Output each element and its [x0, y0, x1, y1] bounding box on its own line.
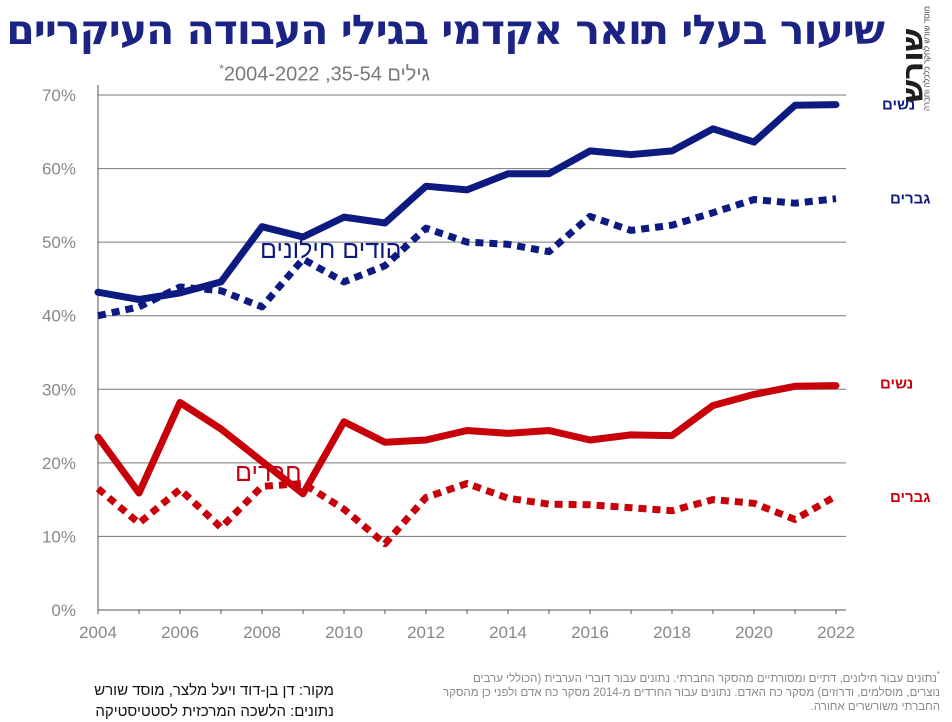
series-end-label-haredi-men: גברים — [890, 489, 930, 506]
group-label-haredi: חרדים — [235, 459, 302, 487]
series-end-label-secular-men: גברים — [890, 191, 930, 208]
y-tick-label: 60% — [42, 160, 76, 179]
y-tick-label: 50% — [42, 233, 76, 252]
series-line-secular-men — [97, 195, 837, 320]
y-tick-label: 10% — [42, 527, 76, 546]
y-tick-label: 0% — [51, 601, 76, 620]
series-line-secular-women — [94, 101, 840, 303]
x-tick-label: 2012 — [407, 623, 445, 642]
series-end-label-secular-women: נשים — [882, 97, 915, 114]
y-tick-label: 20% — [42, 454, 76, 473]
x-tick-label: 2004 — [79, 623, 117, 642]
source-line-data: נתונים: הלשכה המרכזית לסטטיסטיקה — [95, 703, 334, 720]
y-tick-label: 30% — [42, 380, 76, 399]
subtitle-text: גילים 35-54, 2004-2022 — [223, 63, 430, 86]
source-note: מקור: דן בן-דוד ויעל מלצר, מוסד שורש נתו… — [4, 680, 334, 722]
group-label-secular: יהודים חילונים — [260, 236, 407, 264]
y-tick-label: 40% — [42, 307, 76, 326]
x-tick-label: 2006 — [161, 623, 199, 642]
x-tick-label: 2008 — [243, 623, 281, 642]
page-title: שיעור בעלי תואר אקדמי בגילי העבודה העיקר… — [6, 6, 885, 54]
x-tick-label: 2010 — [325, 623, 363, 642]
x-tick-label: 2016 — [571, 623, 609, 642]
series-end-label-haredi-women: נשים — [880, 376, 913, 393]
subtitle-footnote-mark: * — [219, 62, 224, 76]
x-tick-label: 2014 — [489, 623, 527, 642]
source-line-author: מקור: דן בן-דוד ויעל מלצר, מוסד שורש — [94, 682, 334, 699]
footnote-mark: * — [936, 670, 940, 679]
series-line-haredi-men — [95, 480, 838, 548]
series-lines — [94, 101, 840, 548]
axes: 0% 10% 20% 30% 40% 50% 60% 70% 2004 2006 2008 2010 2… — [42, 85, 855, 642]
x-tick-label: 2020 — [735, 623, 773, 642]
page-subtitle: גילים 35-54, 2004-2022* — [219, 62, 430, 87]
x-tick-label: 2022 — [817, 623, 855, 642]
x-tick-label: 2018 — [653, 623, 691, 642]
series-line-haredi-women — [94, 382, 840, 498]
grid-lines — [98, 94, 846, 537]
footnote: *נתונים עבור חילונים, דתיים ומסורתיים מה… — [440, 668, 940, 714]
y-tick-label: 70% — [42, 86, 76, 105]
series-labels: נשים גברים נשים גברים יהודים חילונים חרדים — [235, 97, 930, 506]
footnote-text: נתונים עבור חילונים, דתיים ומסורתיים מהס… — [442, 672, 940, 713]
